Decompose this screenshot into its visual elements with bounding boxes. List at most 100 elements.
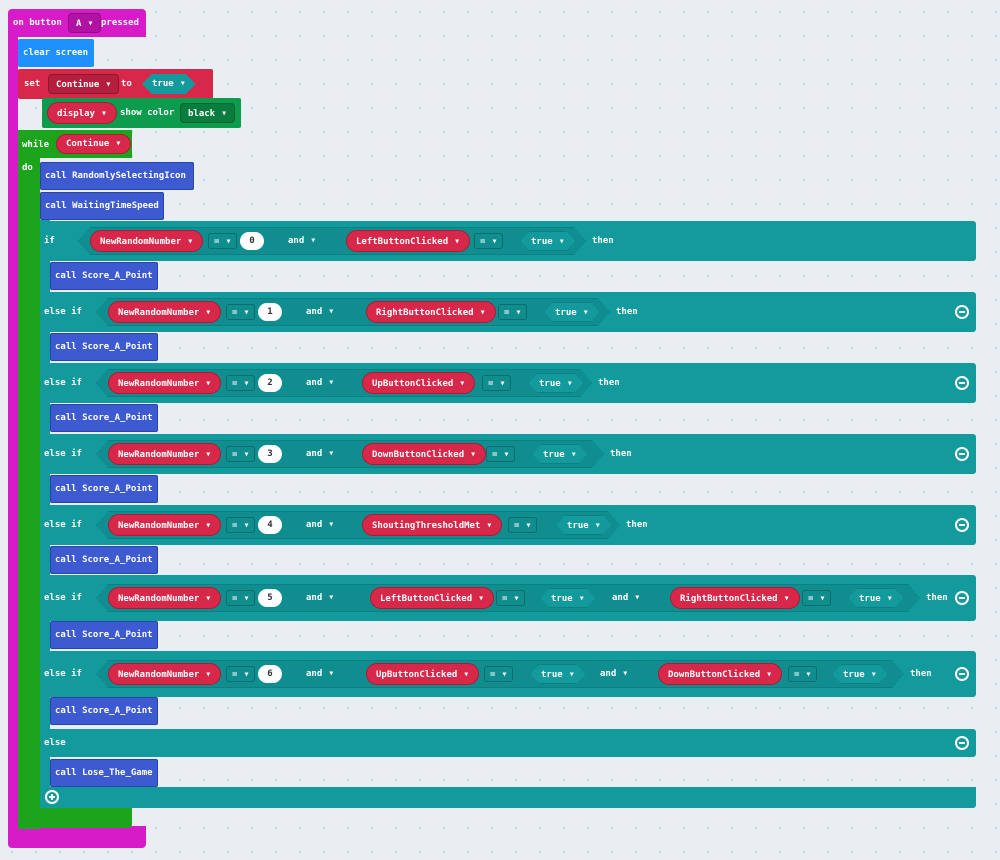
- button-variable-pill[interactable]: DownButtonClicked: [362, 443, 487, 465]
- remove-branch-icon[interactable]: [955, 736, 969, 750]
- variable-pill[interactable]: NewRandomNumber: [108, 514, 222, 536]
- true-boolean[interactable]: true: [532, 444, 588, 464]
- equals-operator-dropdown[interactable]: =: [226, 517, 256, 533]
- number-input[interactable]: 5: [258, 589, 282, 607]
- display-show-color-block[interactable]: display show color black: [42, 98, 241, 128]
- then-label: then: [910, 669, 932, 679]
- equals-operator-dropdown[interactable]: =: [484, 666, 514, 682]
- equals-operator-dropdown[interactable]: =: [226, 666, 256, 682]
- and-operator-dropdown[interactable]: and: [612, 592, 640, 604]
- condition-row[interactable]: else ifNewRandomNumber=4andShoutingThres…: [40, 505, 976, 545]
- and-operator-dropdown[interactable]: and: [288, 235, 316, 247]
- variable-pill[interactable]: NewRandomNumber: [90, 230, 204, 252]
- true-boolean[interactable]: true: [832, 664, 888, 684]
- condition-row[interactable]: ifNewRandomNumber=0andLeftButtonClicked=…: [40, 221, 976, 261]
- remove-branch-icon[interactable]: [955, 667, 969, 681]
- equals-operator-dropdown[interactable]: =: [788, 666, 818, 682]
- true-boolean[interactable]: true: [556, 515, 612, 535]
- condition-row[interactable]: else ifNewRandomNumber=5andLeftButtonCli…: [40, 575, 976, 621]
- while-loop-bottom[interactable]: [18, 808, 132, 828]
- variable-pill[interactable]: NewRandomNumber: [108, 372, 222, 394]
- show-color-label: show color: [120, 108, 175, 118]
- button-variable-pill[interactable]: DownButtonClicked: [658, 663, 783, 685]
- remove-branch-icon[interactable]: [955, 305, 969, 319]
- condition-row[interactable]: else ifNewRandomNumber=3andDownButtonCli…: [40, 434, 976, 474]
- and-operator-dropdown[interactable]: and: [306, 519, 334, 531]
- variable-pill[interactable]: NewRandomNumber: [108, 587, 222, 609]
- and-operator-dropdown[interactable]: and: [306, 306, 334, 318]
- color-dropdown[interactable]: black: [180, 103, 236, 123]
- event-block-bottom[interactable]: [8, 826, 146, 848]
- button-variable-pill[interactable]: LeftButtonClicked: [370, 587, 495, 609]
- and-operator-dropdown[interactable]: and: [306, 377, 334, 389]
- if-block-footer[interactable]: [40, 787, 976, 808]
- call-score-a-point[interactable]: call Score_A_Point: [50, 333, 158, 361]
- call-score-a-point[interactable]: call Score_A_Point: [50, 475, 158, 503]
- call-score-a-point[interactable]: call Score_A_Point: [50, 697, 158, 725]
- call-score-a-point[interactable]: call Score_A_Point: [50, 621, 158, 649]
- variable-pill[interactable]: NewRandomNumber: [108, 301, 222, 323]
- true-boolean[interactable]: true: [848, 588, 904, 608]
- equals-operator-dropdown[interactable]: =: [226, 375, 256, 391]
- clear-screen-block[interactable]: clear screen: [18, 39, 94, 67]
- and-operator-dropdown[interactable]: and: [306, 448, 334, 460]
- button-variable-pill[interactable]: UpButtonClicked: [366, 663, 480, 685]
- number-input[interactable]: 2: [258, 374, 282, 392]
- number-input[interactable]: 4: [258, 516, 282, 534]
- else-if-label: else if: [44, 378, 82, 388]
- while-condition-pill[interactable]: Continue: [56, 134, 132, 154]
- number-input[interactable]: 1: [258, 303, 282, 321]
- number-input[interactable]: 6: [258, 665, 282, 683]
- button-variable-pill[interactable]: LeftButtonClicked: [346, 230, 471, 252]
- remove-branch-icon[interactable]: [955, 591, 969, 605]
- call-lose-the-game[interactable]: call Lose_The_Game: [50, 759, 158, 787]
- remove-branch-icon[interactable]: [955, 447, 969, 461]
- equals-operator-dropdown[interactable]: =: [208, 233, 238, 249]
- equals-operator-dropdown[interactable]: =: [802, 590, 832, 606]
- condition-row[interactable]: else ifNewRandomNumber=1andRightButtonCl…: [40, 292, 976, 332]
- true-boolean[interactable]: true: [520, 231, 576, 251]
- true-boolean[interactable]: true: [530, 664, 586, 684]
- if-label: if: [44, 236, 55, 246]
- equals-operator-dropdown[interactable]: =: [226, 590, 256, 606]
- equals-operator-dropdown[interactable]: =: [496, 590, 526, 606]
- add-branch-icon[interactable]: [45, 790, 59, 804]
- variable-pill[interactable]: NewRandomNumber: [108, 663, 222, 685]
- set-value-boolean[interactable]: true: [142, 74, 196, 94]
- call-score-a-point[interactable]: call Score_A_Point: [50, 404, 158, 432]
- button-variable-pill[interactable]: ShoutingThresholdMet: [362, 514, 503, 536]
- and-operator-dropdown[interactable]: and: [306, 592, 334, 604]
- true-boolean[interactable]: true: [540, 588, 596, 608]
- true-boolean[interactable]: true: [528, 373, 584, 393]
- remove-branch-icon[interactable]: [955, 518, 969, 532]
- and-operator-dropdown[interactable]: and: [600, 668, 628, 680]
- and-operator-dropdown[interactable]: and: [306, 668, 334, 680]
- equals-operator-dropdown[interactable]: =: [226, 304, 256, 320]
- true-boolean[interactable]: true: [544, 302, 600, 322]
- then-label: then: [592, 236, 614, 246]
- display-variable-pill[interactable]: display: [47, 102, 117, 124]
- button-variable-pill[interactable]: UpButtonClicked: [362, 372, 476, 394]
- set-variable-block[interactable]: set Continue to true: [18, 69, 213, 99]
- equals-operator-dropdown[interactable]: =: [474, 233, 504, 249]
- call-score-a-point[interactable]: call Score_A_Point: [50, 546, 158, 574]
- button-variable-pill[interactable]: RightButtonClicked: [366, 301, 496, 323]
- equals-operator-dropdown[interactable]: =: [226, 446, 256, 462]
- variable-pill[interactable]: NewRandomNumber: [108, 443, 222, 465]
- equals-operator-dropdown[interactable]: =: [482, 375, 512, 391]
- number-input[interactable]: 3: [258, 445, 282, 463]
- equals-operator-dropdown[interactable]: =: [508, 517, 538, 533]
- button-variable-pill[interactable]: RightButtonClicked: [670, 587, 800, 609]
- call-randomly-selecting-icon[interactable]: call RandomlySelectingIcon: [40, 162, 194, 190]
- set-variable-dropdown[interactable]: Continue: [48, 74, 120, 94]
- condition-row[interactable]: else ifNewRandomNumber=6andUpButtonClick…: [40, 651, 976, 697]
- else-row[interactable]: else: [40, 729, 976, 757]
- number-input[interactable]: 0: [240, 232, 264, 250]
- remove-branch-icon[interactable]: [955, 376, 969, 390]
- equals-operator-dropdown[interactable]: =: [498, 304, 528, 320]
- equals-operator-dropdown[interactable]: =: [486, 446, 516, 462]
- condition-row[interactable]: else ifNewRandomNumber=2andUpButtonClick…: [40, 363, 976, 403]
- event-button-dropdown[interactable]: A: [68, 13, 102, 33]
- call-score-a-point[interactable]: call Score_A_Point: [50, 262, 158, 290]
- call-waiting-time-speed[interactable]: call WaitingTimeSpeed: [40, 192, 164, 220]
